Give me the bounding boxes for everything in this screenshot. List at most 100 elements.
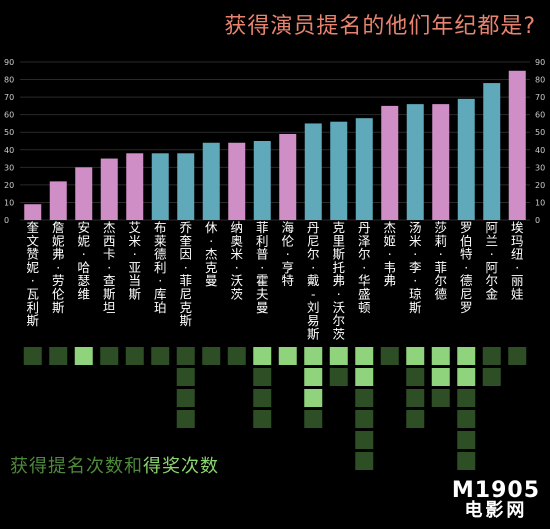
bar [24,204,42,220]
nomination-square [355,452,374,470]
x-tick-label: 莎莉·菲尔德 [434,220,447,302]
win-square [304,368,323,386]
caption-wins: 得奖次数 [143,456,219,477]
x-tick-label: 杰西卡·查斯坦 [103,220,116,315]
win-square [457,368,476,386]
nomination-square [23,347,42,365]
y-tick-label-right: 90 [535,58,545,67]
bar [508,70,526,221]
nomination-square [100,347,119,365]
watermark-line1: M1905 [451,478,540,504]
nomination-square [202,347,221,365]
nomination-square [406,368,425,386]
watermark-line2: 电影网 [464,500,528,522]
nomination-square [227,347,246,365]
bar [49,181,67,220]
x-tick-label: 埃玛纽·丽娃 [511,220,524,302]
nomination-square [176,410,195,428]
x-tick-label: 杰姬·韦弗 [383,220,396,288]
x-tick-label: 安妮·哈瑟维 [77,220,90,302]
bar [126,153,144,220]
nomination-square [329,368,348,386]
y-tick-label-left: 10 [4,198,14,207]
nomination-square [508,347,527,365]
x-tick-label: 阿兰·阿尔金 [485,220,498,302]
grid-caption: 获得提名次数和得奖次数 [10,452,219,478]
nomination-square [457,452,476,470]
x-tick-label: 丹泽尔·华盛顿 [358,220,371,315]
win-square [304,347,323,365]
bar [381,105,399,220]
y-tick-label-right: 60 [535,111,545,120]
bar [177,153,195,220]
nomination-square [253,410,272,428]
y-tick-label-left: 50 [4,128,14,137]
y-tick-label-right: 10 [535,198,545,207]
y-tick-label-left: 0 [4,216,9,225]
y-tick-label-right: 20 [535,181,545,190]
y-tick-label-left: 20 [4,181,14,190]
win-square [74,347,93,365]
x-tick-label: 菲利普·霍夫曼 [256,220,269,315]
x-tick-label: 休·杰克曼 [205,220,218,288]
nomination-square [253,368,272,386]
nomination-square [355,389,374,407]
nomination-square [457,389,476,407]
x-tick-label: 克里斯托弗·沃尔茨 [332,220,345,341]
x-tick-label: 奎文赞妮·瓦利斯 [26,220,39,328]
y-tick-label-right: 40 [535,146,545,155]
y-tick-label-right: 30 [535,163,545,172]
x-tick-label: 丹尼尔·戴-刘易斯 [307,220,320,341]
win-square [278,347,297,365]
nomination-square [176,368,195,386]
y-tick-label-left: 30 [4,163,14,172]
bar [406,104,424,220]
bar [228,142,246,220]
nomination-square [355,431,374,449]
bar [100,158,118,220]
nomination-square [406,389,425,407]
x-tick-label: 汤米·李·琼斯 [409,220,422,315]
bar [253,141,271,220]
win-square [329,347,348,365]
watermark-logo: M1905 电影网 [452,479,540,521]
x-tick-label: 布莱德利·库珀 [154,220,167,315]
bar [355,118,373,220]
bar [279,133,297,220]
win-square [406,347,425,365]
bar [457,98,475,220]
nomination-square [304,410,323,428]
win-square [431,347,450,365]
bar [75,167,93,220]
chart-title: 获得演员提名的他们年纪都是? [224,14,536,39]
nomination-square [176,389,195,407]
nomination-square [380,347,399,365]
x-tick-label: 纳奥米·沃茨 [230,220,243,302]
nomination-square [253,389,272,407]
nomination-square [49,347,68,365]
nomination-square [457,410,476,428]
bar [432,104,450,220]
bar [483,83,501,220]
nomination-square [431,389,450,407]
y-tick-label-left: 70 [4,93,14,102]
y-tick-label-right: 50 [535,128,545,137]
win-square [253,347,272,365]
nomination-square [482,347,501,365]
y-tick-label-right: 80 [535,76,545,85]
x-tick-label: 乔奎因·菲尼克斯 [179,220,192,328]
y-tick-label-left: 80 [4,76,14,85]
win-square [355,368,374,386]
y-tick-label-left: 60 [4,111,14,120]
y-tick-label-right: 70 [535,93,545,102]
nomination-square [457,431,476,449]
y-tick-label-right: 0 [535,216,540,225]
nomination-square [482,368,501,386]
bar [330,121,348,220]
bar [151,153,169,220]
y-tick-label-left: 40 [4,146,14,155]
nomination-square [355,410,374,428]
caption-nominations: 获得提名次数和 [10,456,143,477]
nomination-square [406,410,425,428]
